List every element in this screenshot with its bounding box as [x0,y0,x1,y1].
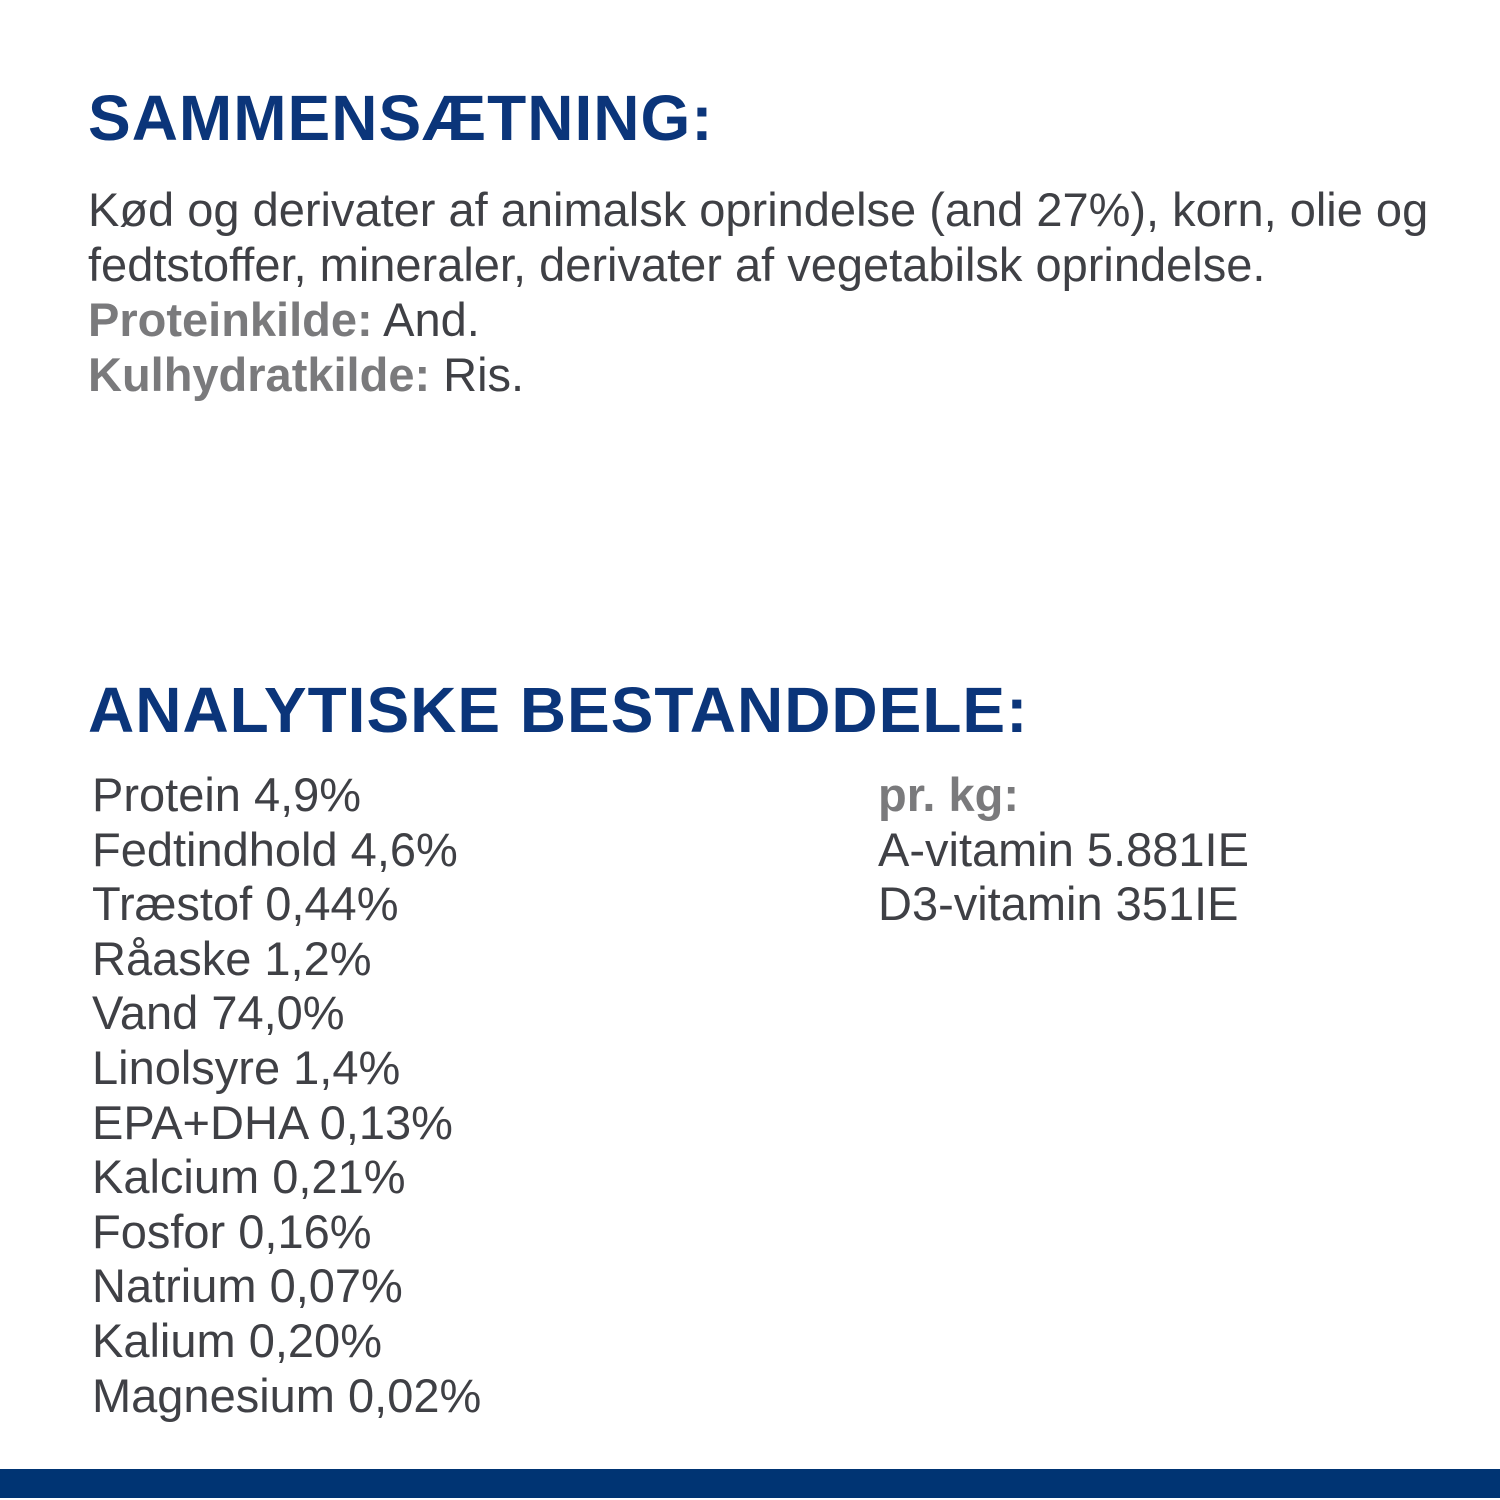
analytics-item-phosphorus: Fosfor 0,16% [92,1204,372,1258]
analytics-item-sodium: Natrium 0,07% [92,1259,403,1313]
analytics-item-fiber: Træstof 0,44% [92,877,399,931]
protein-source-line: Proteinkilde: And. [88,292,1448,347]
analytics-item-protein: Protein 4,9% [92,768,362,821]
analytics-item-magnesium: Magnesium 0,02% [92,1368,482,1422]
carb-source-value: Ris. [430,348,525,401]
analytics-list: Protein 4,9% Fedtindhold 4,6% Træstof 0,… [92,768,481,1423]
footer-bar [0,1469,1500,1498]
analytics-item-ash: Råaske 1,2% [92,931,372,985]
per-kg-item-vitamin-a: A-vitamin 5.881IE [878,822,1249,876]
per-kg-item-vitamin-d3: D3-vitamin 351IE [878,877,1239,931]
analytics-item-calcium: Kalcium 0,21% [92,1150,406,1204]
analytics-item-potassium: Kalium 0,20% [92,1313,382,1367]
analytics-item-linoleic-acid: Linolsyre 1,4% [92,1040,401,1094]
analytics-item-water: Vand 74,0% [92,986,345,1040]
per-kg-title: pr. kg: [878,768,1020,821]
analytics-item-epa-dha: EPA+DHA 0,13% [92,1095,453,1149]
analytics-item-fat: Fedtindhold 4,6% [92,822,458,876]
composition-section: Kød og derivater af animalsk oprindelse … [88,182,1448,402]
carb-source-line: Kulhydratkilde: Ris. [88,347,1448,402]
protein-source-value: And. [372,293,480,346]
composition-text: Kød og derivater af animalsk oprindelse … [88,183,1429,291]
composition-heading: SAMMENSÆTNING: [88,82,714,154]
carb-source-label: Kulhydratkilde: [88,348,431,401]
analytics-heading: ANALYTISKE BESTANDDELE: [88,674,1029,746]
protein-source-label: Proteinkilde: [88,293,373,346]
per-kg-section: pr. kg: A-vitamin 5.881IE D3-vitamin 351… [878,768,1249,932]
